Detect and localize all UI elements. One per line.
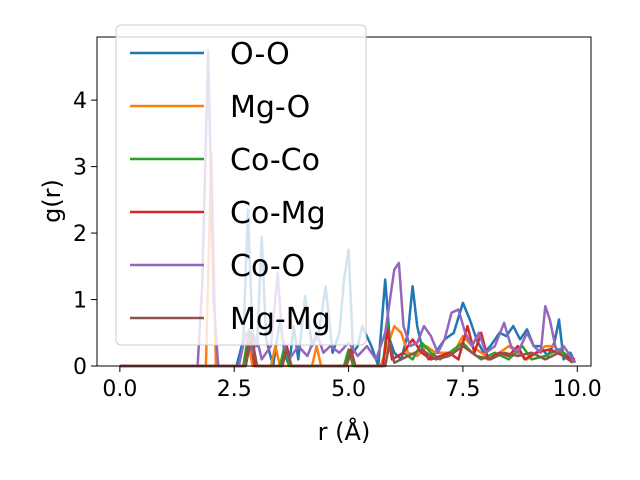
legend: O-O Mg-O Co-Co Co-Mg Co-O Mg-Mg: [115, 24, 367, 346]
y-axis: 0 1 2 3 4: [73, 89, 97, 380]
legend-box: [115, 24, 367, 346]
y-tick-label: 3: [73, 156, 87, 181]
legend-label: Co-Mg: [230, 196, 326, 231]
legend-label: Co-O: [230, 249, 305, 284]
y-tick-label: 0: [73, 355, 87, 380]
x-tick-label: 7.5: [445, 377, 480, 402]
legend-label: Co-Co: [230, 143, 320, 178]
x-tick-label: 5.0: [331, 377, 366, 402]
y-tick-label: 2: [73, 222, 87, 247]
legend-label: O-O: [230, 37, 290, 72]
y-axis-label: g(r): [38, 179, 66, 223]
x-tick-label: 2.5: [217, 377, 252, 402]
legend-label: Mg-Mg: [230, 302, 331, 337]
x-tick-label: 0.0: [102, 377, 137, 402]
legend-label: Mg-O: [230, 90, 310, 125]
x-tick-label: 10.0: [553, 377, 602, 402]
series-line-mg-mg: [119, 334, 574, 368]
y-tick-label: 1: [73, 289, 87, 314]
x-axis: 0.0 2.5 5.0 7.5 10.0: [102, 366, 602, 402]
x-axis-label: r (Å): [318, 417, 371, 446]
y-tick-label: 4: [73, 89, 87, 114]
